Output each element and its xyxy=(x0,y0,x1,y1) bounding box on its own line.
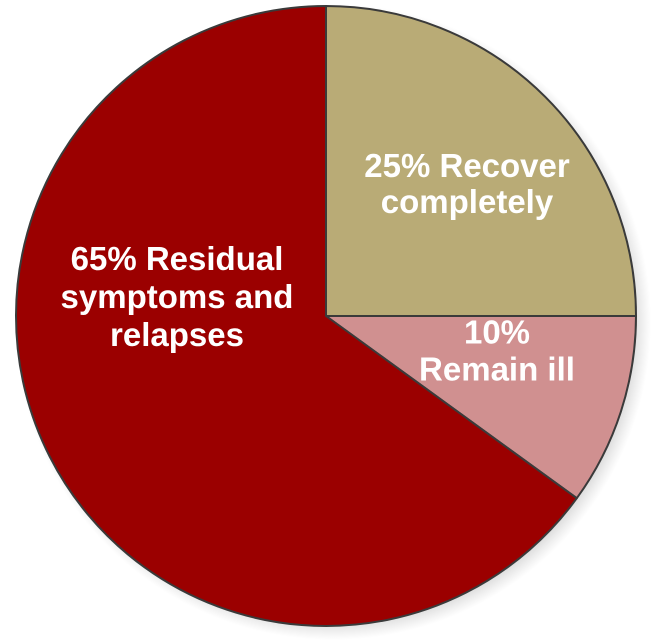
slice-label-residual-symptoms-and-relapses: 65% Residual symptoms and relapses xyxy=(61,240,294,353)
pie-labels: 25% Recover completely 10% Remain ill 65% Re… xyxy=(61,147,575,388)
pie-slice-recover-completely xyxy=(325,5,637,317)
slice-label-line: symptoms and xyxy=(61,278,294,315)
pie-slices xyxy=(15,5,637,627)
pie-slice-remain-ill xyxy=(325,315,637,500)
pie-slice-residual-symptoms-and-relapses xyxy=(15,5,578,627)
slice-label-line: relapses xyxy=(110,316,244,353)
slice-label-line: 10% xyxy=(464,314,530,351)
slice-label-line: 25% Recover xyxy=(364,147,570,184)
slice-label-line: completely xyxy=(381,183,554,220)
slice-label-line: Remain ill xyxy=(419,351,575,388)
slice-label-remain-ill: 10% Remain ill xyxy=(419,314,575,388)
slice-label-line: 65% Residual xyxy=(71,240,284,277)
slice-label-recover-completely: 25% Recover completely xyxy=(364,147,570,220)
